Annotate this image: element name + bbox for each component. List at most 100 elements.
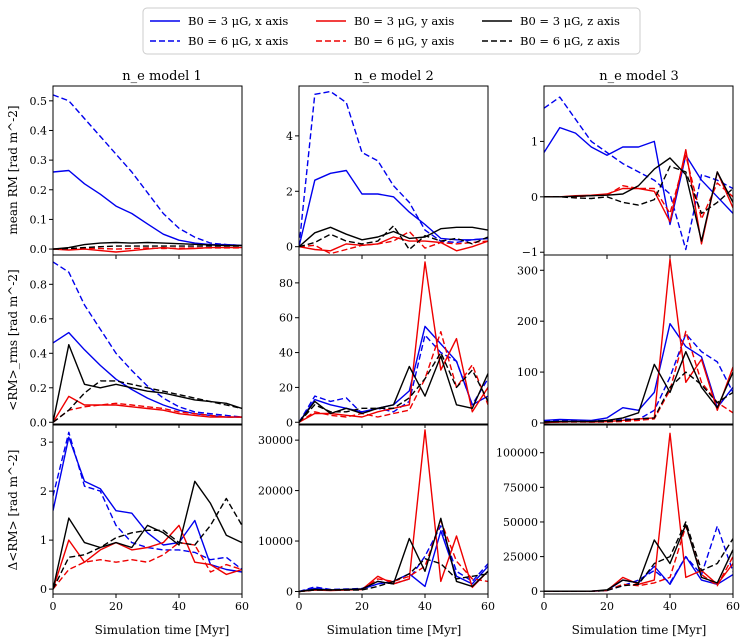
x-tick-label: 40 xyxy=(172,600,186,613)
y-tick-label: 100 xyxy=(517,366,538,379)
series-line-5 xyxy=(53,480,242,590)
y-tick-label: 20 xyxy=(279,381,293,394)
series-line-4 xyxy=(299,230,488,255)
row-ylabel-3: Δ<RM> [rad m^-2] xyxy=(6,450,20,571)
legend-label-4: B0 = 6 μG, x axis xyxy=(188,34,288,48)
axes-frame xyxy=(543,254,734,425)
series-group xyxy=(544,96,733,251)
x-tick-label: 0 xyxy=(541,600,548,613)
y-tick-label: 20000 xyxy=(258,485,293,498)
series-line-3 xyxy=(544,258,733,424)
y-tick-label: 0.5 xyxy=(30,95,48,108)
series-group xyxy=(544,432,733,592)
x-tick-label: 0 xyxy=(50,600,57,613)
legend-label-1: B0 = 3 μG, x axis xyxy=(188,14,288,28)
x-tick-label: 20 xyxy=(600,600,614,613)
x-tick-label: 40 xyxy=(663,600,677,613)
series-line-3 xyxy=(544,432,733,592)
panel-r1-c2: 0 2 4 xyxy=(286,85,489,259)
x-tick-label: 60 xyxy=(235,600,249,613)
y-tick-label: −1 xyxy=(522,246,538,259)
series-line-2 xyxy=(544,333,733,423)
col-title-3: n_e model 3 xyxy=(599,69,678,84)
panel-r3-c3: 0 25000 50000 75000 100000 0 20 40 60 xyxy=(496,424,740,613)
legend-label-3: B0 = 3 μG, z axis xyxy=(520,14,620,28)
series-line-5 xyxy=(544,157,733,242)
y-tick-label: 300 xyxy=(517,264,538,277)
axes-frame xyxy=(52,254,243,425)
y-tick-label: 0 xyxy=(40,583,47,596)
series-group xyxy=(299,261,488,423)
y-tick-label: 0.0 xyxy=(30,416,48,429)
series-line-5 xyxy=(53,241,242,250)
series-line-4 xyxy=(299,331,488,423)
y-tick-label: 3 xyxy=(40,436,47,449)
series-line-3 xyxy=(53,395,242,423)
legend-label-6: B0 = 6 μG, z axis xyxy=(520,34,620,48)
x-tick-label: 20 xyxy=(109,600,123,613)
x-tick-label: 20 xyxy=(355,600,369,613)
y-tick-label: 200 xyxy=(517,315,538,328)
y-tick-label: 50000 xyxy=(503,516,538,529)
y-tick-label: 0.0 xyxy=(30,243,48,256)
xlabel-col-1: Simulation time [Myr] xyxy=(95,623,230,637)
y-tick-label: 2 xyxy=(40,485,47,498)
y-tick-label: 25000 xyxy=(503,551,538,564)
series-line-1 xyxy=(53,436,242,573)
series-line-3 xyxy=(299,261,488,423)
series-line-2 xyxy=(299,90,488,247)
series-line-2 xyxy=(53,431,242,571)
col-title-1: n_e model 1 xyxy=(122,69,201,84)
x-tick-label: 60 xyxy=(481,600,495,613)
y-tick-label: 0 xyxy=(531,585,538,598)
y-tick-label: 4 xyxy=(286,130,293,143)
axes-frame xyxy=(52,424,243,595)
y-tick-label: 0 xyxy=(531,417,538,430)
y-tick-label: 10000 xyxy=(258,535,293,548)
axes-frame xyxy=(298,424,489,595)
series-line-5 xyxy=(53,344,242,423)
y-tick-label: 75000 xyxy=(503,481,538,494)
y-tick-label: 0.3 xyxy=(30,154,48,167)
axes-frame xyxy=(543,424,734,595)
y-tick-label: 30000 xyxy=(258,434,293,447)
x-tick-label: 0 xyxy=(296,600,303,613)
panel-r2-c1: 0.0 0.2 0.4 0.6 0.8 xyxy=(30,254,243,429)
series-line-2 xyxy=(53,261,242,418)
xlabel-col-3: Simulation time [Myr] xyxy=(572,623,707,637)
series-line-3 xyxy=(53,524,242,590)
y-tick-label: 100000 xyxy=(496,447,538,460)
series-group xyxy=(544,258,733,424)
series-group xyxy=(53,261,242,423)
panel-r2-c2: 0 20 40 60 80 xyxy=(279,254,489,429)
y-tick-label: 0.1 xyxy=(30,213,48,226)
row-ylabel-1: mean RM [rad m^-2] xyxy=(6,105,20,234)
series-line-6 xyxy=(544,165,733,215)
axes-frame xyxy=(298,85,489,256)
y-tick-label: 0 xyxy=(286,241,293,254)
series-line-1 xyxy=(53,169,242,247)
legend-label-5: B0 = 6 μG, y axis xyxy=(354,34,454,48)
series-line-5 xyxy=(299,226,488,248)
y-tick-label: 0 xyxy=(286,416,293,429)
series-line-2 xyxy=(544,96,733,251)
series-line-6 xyxy=(53,245,242,250)
panel-r3-c2: 0 10000 20000 30000 0 20 40 60 xyxy=(258,424,495,613)
series-line-1 xyxy=(299,169,488,247)
y-tick-label: 0.2 xyxy=(30,382,48,395)
y-tick-label: 60 xyxy=(279,312,293,325)
y-tick-label: 40 xyxy=(279,347,293,360)
y-tick-label: 2 xyxy=(286,185,293,198)
series-line-6 xyxy=(299,558,488,593)
x-tick-label: 40 xyxy=(418,600,432,613)
series-group xyxy=(299,429,488,593)
y-tick-label: 1 xyxy=(40,534,47,547)
y-tick-label: 0.8 xyxy=(30,278,48,291)
y-tick-label: 0.4 xyxy=(30,124,48,137)
y-tick-label: 0.2 xyxy=(30,184,48,197)
row-ylabel-2: <RM>_rms [rad m^-2] xyxy=(6,269,20,410)
series-group xyxy=(53,94,242,253)
series-line-2 xyxy=(53,94,242,247)
series-group xyxy=(299,90,488,255)
